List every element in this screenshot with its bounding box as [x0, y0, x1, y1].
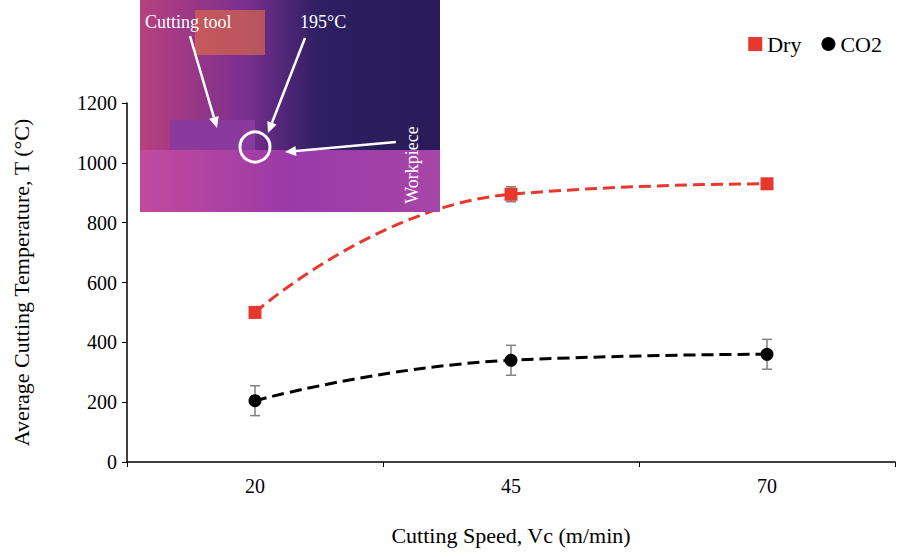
svg-text:70: 70 — [757, 475, 777, 497]
svg-text:Cutting Speed, Vc (m/min): Cutting Speed, Vc (m/min) — [391, 523, 630, 548]
svg-text:1000: 1000 — [77, 152, 117, 174]
svg-text:1200: 1200 — [77, 92, 117, 114]
svg-text:Average Cutting Temperature, T: Average Cutting Temperature, T (°C) — [9, 119, 34, 447]
svg-text:20: 20 — [245, 475, 265, 497]
svg-text:Dry: Dry — [767, 32, 801, 57]
svg-text:CO2: CO2 — [840, 32, 882, 57]
svg-text:0: 0 — [107, 451, 117, 473]
svg-text:Cutting tool: Cutting tool — [145, 12, 232, 32]
svg-text:400: 400 — [87, 331, 117, 353]
svg-text:Workpiece: Workpiece — [402, 126, 422, 204]
svg-text:195°C: 195°C — [300, 12, 346, 32]
svg-text:45: 45 — [501, 475, 521, 497]
svg-text:600: 600 — [87, 272, 117, 294]
svg-text:800: 800 — [87, 212, 117, 234]
svg-text:200: 200 — [87, 391, 117, 413]
